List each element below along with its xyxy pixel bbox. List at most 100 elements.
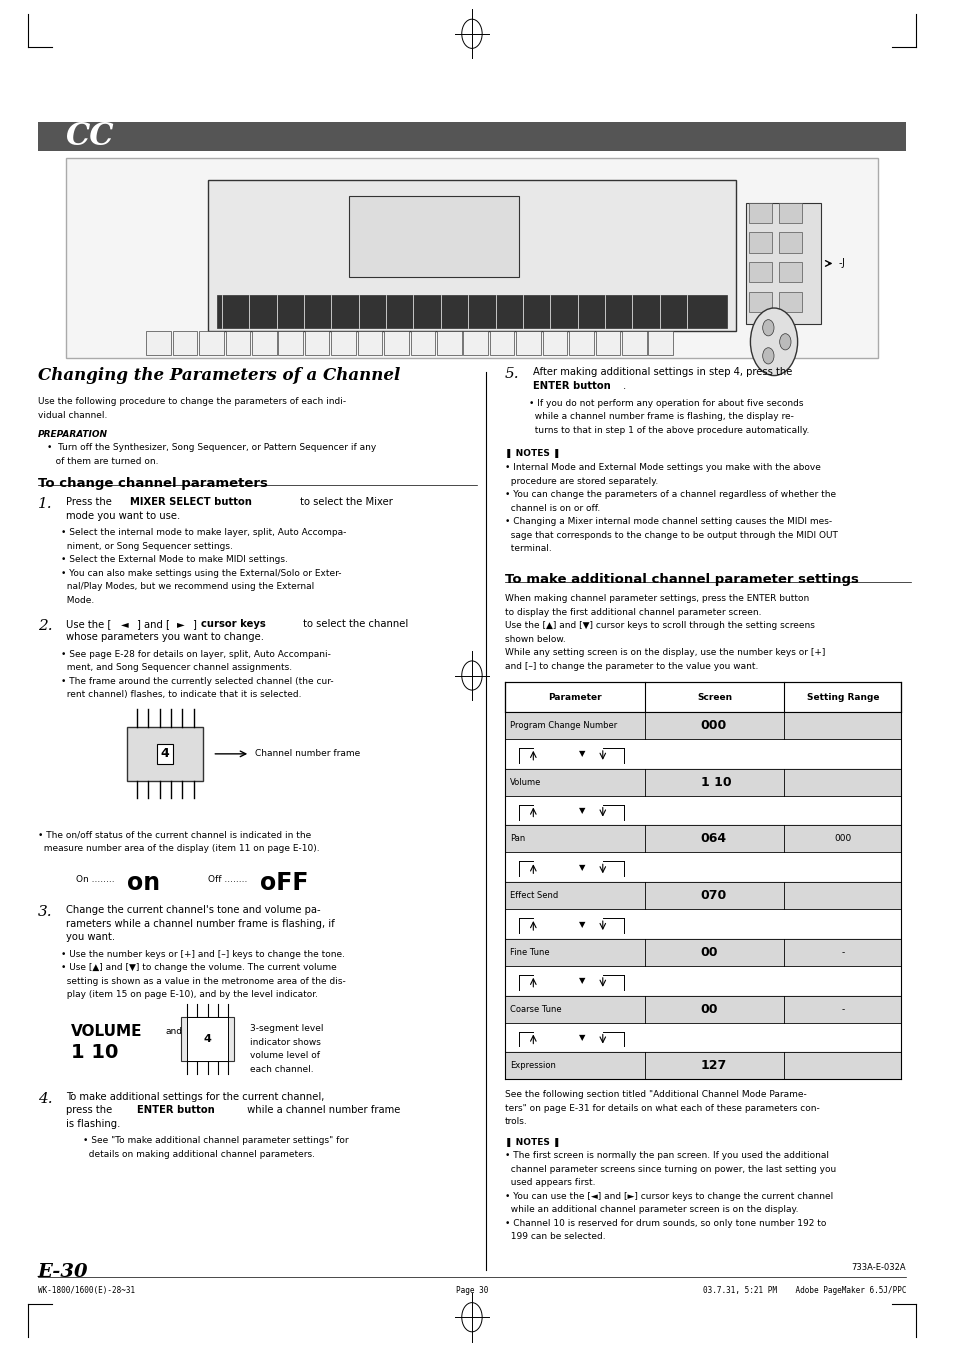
Text: • Select the internal mode to make layer, split, Auto Accompa-: • Select the internal mode to make layer… bbox=[61, 528, 346, 538]
Bar bbox=[199, 331, 223, 355]
Text: used appears first.: used appears first. bbox=[504, 1178, 595, 1188]
Circle shape bbox=[750, 308, 797, 376]
Bar bbox=[542, 331, 567, 355]
Bar bbox=[146, 331, 171, 355]
Text: VOLUME: VOLUME bbox=[71, 1024, 142, 1039]
Text: Screen: Screen bbox=[697, 693, 731, 701]
Text: is flashing.: is flashing. bbox=[66, 1119, 120, 1128]
Text: • Use the number keys or [+] and [–] keys to change the tone.: • Use the number keys or [+] and [–] key… bbox=[61, 950, 345, 959]
Bar bbox=[745, 203, 821, 324]
Text: MIXER SELECT button: MIXER SELECT button bbox=[131, 497, 252, 507]
Bar bbox=[504, 996, 901, 1023]
Text: ❚ NOTES ❚: ❚ NOTES ❚ bbox=[504, 1138, 560, 1147]
Text: rent channel) flashes, to indicate that it is selected.: rent channel) flashes, to indicate that … bbox=[61, 690, 301, 700]
Text: 03.7.31, 5:21 PM    Adobe PageMaker 6.5J/PPC: 03.7.31, 5:21 PM Adobe PageMaker 6.5J/PP… bbox=[702, 1286, 905, 1296]
Text: of them are turned on.: of them are turned on. bbox=[47, 457, 158, 466]
Bar bbox=[225, 331, 250, 355]
Text: 1 10: 1 10 bbox=[700, 775, 730, 789]
Bar bbox=[66, 158, 877, 358]
Circle shape bbox=[761, 320, 773, 336]
Text: terminal.: terminal. bbox=[504, 544, 551, 554]
Text: channel is on or off.: channel is on or off. bbox=[504, 504, 599, 513]
Bar bbox=[217, 295, 726, 328]
Text: ENTER button: ENTER button bbox=[136, 1105, 214, 1115]
Bar bbox=[621, 331, 646, 355]
Bar bbox=[436, 331, 461, 355]
Text: WK-1800/1600(E)-28~31: WK-1800/1600(E)-28~31 bbox=[38, 1286, 134, 1296]
Text: nal/Play Modes, but we recommend using the External: nal/Play Modes, but we recommend using t… bbox=[61, 582, 314, 592]
Text: • You can also make settings using the External/Solo or Exter-: • You can also make settings using the E… bbox=[61, 569, 341, 578]
Text: while a channel number frame is flashing, the display re-: while a channel number frame is flashing… bbox=[528, 412, 793, 422]
Text: 4: 4 bbox=[161, 747, 170, 761]
Text: ▼: ▼ bbox=[578, 750, 584, 758]
Text: procedure are stored separately.: procedure are stored separately. bbox=[504, 477, 658, 486]
Text: E-30: E-30 bbox=[38, 1263, 89, 1281]
Text: shown below.: shown below. bbox=[504, 635, 565, 644]
Text: 070: 070 bbox=[700, 889, 726, 902]
Bar bbox=[748, 232, 771, 253]
Text: Changing the Parameters of a Channel: Changing the Parameters of a Channel bbox=[38, 367, 399, 385]
Text: ◄: ◄ bbox=[121, 619, 129, 628]
Text: After making additional settings in step 4, press the: After making additional settings in step… bbox=[533, 367, 792, 377]
Text: • Use [▲] and [▼] to change the volume. The current volume: • Use [▲] and [▼] to change the volume. … bbox=[61, 963, 336, 973]
Text: On ........: On ........ bbox=[75, 875, 114, 885]
Bar bbox=[504, 682, 901, 712]
Text: you want.: you want. bbox=[66, 932, 115, 942]
Bar bbox=[516, 331, 540, 355]
Text: -J: -J bbox=[838, 258, 844, 269]
Text: Page 30: Page 30 bbox=[456, 1286, 488, 1296]
Text: .: . bbox=[622, 381, 625, 390]
Text: on: on bbox=[128, 871, 160, 896]
Text: Use the following procedure to change the parameters of each indi-: Use the following procedure to change th… bbox=[38, 397, 346, 407]
Bar bbox=[181, 1017, 233, 1061]
Bar bbox=[384, 331, 408, 355]
Text: ▼: ▼ bbox=[578, 920, 584, 928]
Text: To change channel parameters: To change channel parameters bbox=[38, 477, 268, 490]
Text: •  Turn off the Synthesizer, Song Sequencer, or Pattern Sequencer if any: • Turn off the Synthesizer, Song Sequenc… bbox=[47, 443, 376, 453]
Bar bbox=[504, 939, 901, 966]
Bar bbox=[504, 712, 901, 739]
Text: 000: 000 bbox=[834, 835, 851, 843]
Text: When making channel parameter settings, press the ENTER button: When making channel parameter settings, … bbox=[504, 594, 808, 604]
Text: each channel.: each channel. bbox=[250, 1065, 314, 1074]
Text: to select the channel: to select the channel bbox=[300, 619, 408, 628]
Text: To make additional settings for the current channel,: To make additional settings for the curr… bbox=[66, 1092, 324, 1101]
Text: Use the [▲] and [▼] cursor keys to scroll through the setting screens: Use the [▲] and [▼] cursor keys to scrol… bbox=[504, 621, 814, 631]
Bar bbox=[357, 331, 382, 355]
Text: • If you do not perform any operation for about five seconds: • If you do not perform any operation fo… bbox=[528, 399, 802, 408]
Text: Pan: Pan bbox=[509, 835, 524, 843]
Circle shape bbox=[761, 347, 773, 363]
Bar bbox=[778, 232, 801, 253]
Text: • See page E-28 for details on layer, split, Auto Accompani-: • See page E-28 for details on layer, sp… bbox=[61, 650, 331, 659]
Text: • The first screen is normally the pan screen. If you used the additional: • The first screen is normally the pan s… bbox=[504, 1151, 828, 1161]
Text: 1 10: 1 10 bbox=[71, 1043, 118, 1062]
Text: • The on/off status of the current channel is indicated in the: • The on/off status of the current chann… bbox=[38, 831, 311, 840]
Text: play (item 15 on page E-10), and by the level indicator.: play (item 15 on page E-10), and by the … bbox=[61, 990, 318, 1000]
Text: While any setting screen is on the display, use the number keys or [+]: While any setting screen is on the displ… bbox=[504, 648, 824, 658]
Text: Parameter: Parameter bbox=[547, 693, 601, 701]
Text: Mode.: Mode. bbox=[61, 596, 94, 605]
Text: ►: ► bbox=[177, 619, 185, 628]
Bar bbox=[778, 292, 801, 312]
Text: to display the first additional channel parameter screen.: to display the first additional channel … bbox=[504, 608, 760, 617]
Text: Program Change Number: Program Change Number bbox=[509, 721, 617, 730]
Bar bbox=[504, 882, 901, 909]
Bar bbox=[648, 331, 672, 355]
Text: 4: 4 bbox=[204, 1034, 212, 1044]
Text: ▼: ▼ bbox=[578, 863, 584, 871]
Text: • Changing a Mixer internal mode channel setting causes the MIDI mes-: • Changing a Mixer internal mode channel… bbox=[504, 517, 831, 527]
Text: 1.: 1. bbox=[38, 497, 52, 511]
Bar bbox=[490, 331, 514, 355]
Text: • See "To make additional channel parameter settings" for: • See "To make additional channel parame… bbox=[83, 1136, 349, 1146]
Text: ▼: ▼ bbox=[578, 1034, 584, 1042]
Text: 000: 000 bbox=[700, 719, 726, 732]
Text: Channel number frame: Channel number frame bbox=[254, 750, 359, 758]
Text: Fine Tune: Fine Tune bbox=[509, 948, 549, 957]
Text: 127: 127 bbox=[700, 1059, 726, 1073]
Text: See the following section titled "Additional Channel Mode Parame-: See the following section titled "Additi… bbox=[504, 1090, 806, 1100]
Text: ❚ NOTES ❚: ❚ NOTES ❚ bbox=[504, 449, 560, 458]
Bar bbox=[595, 331, 619, 355]
Text: • Internal Mode and External Mode settings you make with the above: • Internal Mode and External Mode settin… bbox=[504, 463, 820, 473]
Circle shape bbox=[779, 334, 790, 350]
Text: ENTER button: ENTER button bbox=[533, 381, 611, 390]
